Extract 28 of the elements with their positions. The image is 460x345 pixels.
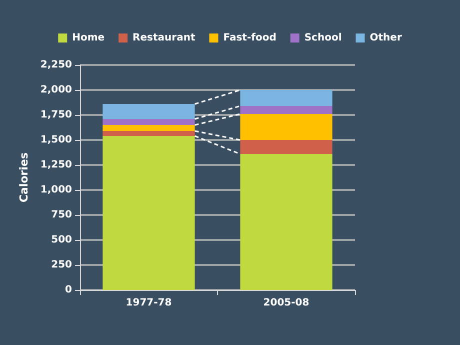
y-tick-label: 1,250: [40, 160, 72, 170]
x-tick-label: 2005-08: [263, 298, 310, 308]
y-tick-label: 500: [51, 234, 72, 246]
legend-label: Other: [370, 32, 402, 44]
y-tick-label: 0: [65, 284, 72, 296]
y-tick-label: 2,250: [40, 60, 72, 70]
y-tick-label: 1,500: [40, 134, 72, 146]
bar: [240, 106, 332, 114]
y-tick-label: 750: [51, 210, 72, 220]
bar: [102, 119, 195, 125]
bar: [102, 131, 195, 136]
bar: [102, 136, 195, 290]
bar: [240, 154, 332, 290]
bar: [240, 90, 332, 106]
y-axis-title: Calories: [17, 152, 30, 203]
y-tick-label: 2,000: [40, 84, 72, 96]
x-tick-label: 1977-78: [126, 298, 172, 308]
bar: [102, 125, 195, 131]
bar: [240, 114, 332, 140]
legend-label: School: [304, 32, 342, 44]
y-tick-label: 1,750: [40, 110, 72, 120]
legend-label: Fast-food: [223, 32, 276, 44]
y-tick-label: 250: [51, 260, 72, 270]
legend-label: Home: [72, 32, 105, 44]
y-tick-label: 1,000: [40, 184, 72, 196]
bar: [240, 140, 332, 154]
bar: [102, 104, 195, 119]
legend-label: Restaurant: [132, 32, 196, 44]
